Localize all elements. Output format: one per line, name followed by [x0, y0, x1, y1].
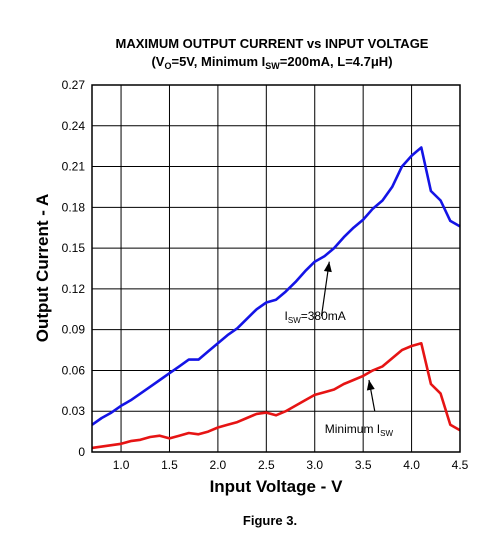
chart-title-line2: (VO=5V, Minimum ISW=200mA, L=4.7μH): [151, 54, 392, 71]
y-tick-label: 0: [78, 445, 85, 459]
chart-title-line1: MAXIMUM OUTPUT CURRENT vs INPUT VOLTAGE: [116, 36, 429, 51]
y-tick-label: 0.15: [62, 241, 86, 255]
series-line-1: [91, 146, 461, 426]
x-tick-label: 3.5: [355, 458, 372, 472]
series-line-2: [91, 341, 461, 450]
x-tick-label: 2.0: [210, 458, 227, 472]
x-tick-label: 4.5: [452, 458, 469, 472]
annotation-label: ISW=380mA: [285, 309, 346, 325]
x-tick-label: 1.0: [113, 458, 130, 472]
annotation-label: Minimum ISW: [325, 422, 394, 438]
grid-lines: [92, 84, 461, 453]
y-tick-label: 0.12: [62, 282, 86, 296]
series-layer: [91, 146, 461, 450]
y-tick-label: 0.09: [62, 323, 86, 337]
x-tick-label: 1.5: [161, 458, 178, 472]
y-axis-title: Output Current - A: [33, 194, 52, 343]
plot-frame: [91, 84, 461, 453]
x-tick-label: 4.0: [403, 458, 420, 472]
y-tick-label: 0.06: [62, 363, 86, 377]
y-tick-label: 0.24: [62, 119, 86, 133]
y-tick-label: 0.27: [62, 78, 86, 92]
x-axis-title: Input Voltage - V: [210, 477, 344, 496]
tick-labels: 1.0 1.5 2.0 2.5 3.0 3.5 4.0 4.5 0 0.03 0.06 0.09 0.1…: [62, 78, 469, 472]
y-tick-label: 0.21: [62, 160, 86, 174]
annotation-arrowhead: [323, 261, 332, 273]
figure-caption: Figure 3.: [243, 513, 297, 528]
annotations: ISW=380mA Minimum ISW: [285, 261, 394, 438]
y-tick-label: 0.18: [62, 200, 86, 214]
annotation-arrowhead: [366, 379, 375, 391]
x-tick-label: 2.5: [258, 458, 275, 472]
y-tick-label: 0.03: [62, 404, 86, 418]
x-tick-label: 3.0: [306, 458, 323, 472]
